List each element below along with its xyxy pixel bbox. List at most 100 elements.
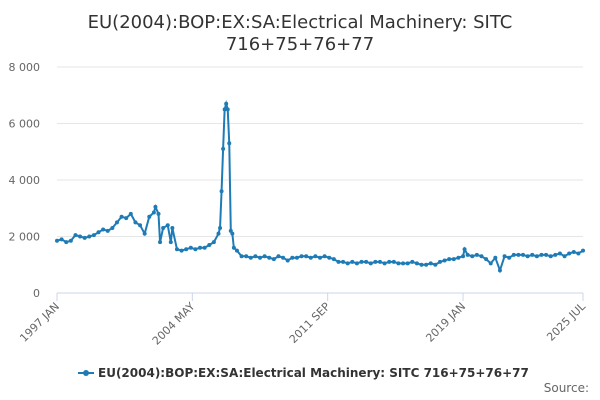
point xyxy=(156,211,161,216)
point xyxy=(281,255,286,260)
point xyxy=(231,245,236,250)
point xyxy=(433,262,438,267)
point xyxy=(59,237,64,242)
point xyxy=(576,251,581,256)
point xyxy=(562,254,567,259)
point xyxy=(377,259,382,264)
point xyxy=(391,259,396,264)
point xyxy=(128,211,133,216)
x-tick-label: 2019 JAN xyxy=(423,300,468,345)
legend-marker xyxy=(83,370,89,376)
point xyxy=(147,214,152,219)
point xyxy=(258,255,263,260)
point xyxy=(553,252,558,257)
point xyxy=(68,238,73,243)
point xyxy=(350,259,355,264)
point xyxy=(91,233,96,238)
point xyxy=(345,261,350,266)
point xyxy=(447,257,452,262)
point xyxy=(336,259,341,264)
x-tick-label: 2011 SEP xyxy=(287,300,333,346)
point xyxy=(488,261,493,266)
source: Source: xyxy=(544,381,589,395)
point xyxy=(304,254,309,259)
point xyxy=(405,261,410,266)
point xyxy=(437,259,442,264)
point xyxy=(318,255,322,260)
point xyxy=(114,220,119,225)
point xyxy=(253,254,258,259)
point xyxy=(218,226,223,231)
point xyxy=(456,255,461,260)
point xyxy=(462,247,467,252)
point xyxy=(219,189,224,194)
point xyxy=(248,255,253,260)
point xyxy=(299,254,304,259)
point xyxy=(327,255,332,260)
point xyxy=(224,101,229,106)
point xyxy=(461,254,466,259)
point xyxy=(110,226,115,231)
point xyxy=(396,261,401,266)
point xyxy=(207,242,212,247)
x-tick-label: 2025 JUL xyxy=(544,299,588,343)
point xyxy=(530,252,535,257)
point xyxy=(96,230,101,235)
y-tick-label: 4 000 xyxy=(9,174,41,187)
point xyxy=(290,255,295,260)
point xyxy=(484,257,489,262)
point xyxy=(198,245,203,250)
point xyxy=(158,240,163,245)
point xyxy=(78,234,83,239)
point xyxy=(239,254,244,259)
point xyxy=(373,259,378,264)
point xyxy=(313,254,318,259)
point xyxy=(105,228,110,233)
point xyxy=(497,268,502,273)
point xyxy=(230,231,235,236)
point xyxy=(507,255,512,260)
x-tick-label: 2004 MAY xyxy=(150,300,198,348)
point xyxy=(308,255,313,260)
point xyxy=(165,223,170,228)
point xyxy=(387,259,392,264)
point xyxy=(174,247,179,252)
point xyxy=(276,254,281,259)
point xyxy=(216,231,221,236)
point xyxy=(410,259,415,264)
x-tick-label: 1997 JAN xyxy=(17,300,62,345)
point xyxy=(124,216,129,221)
point xyxy=(401,261,406,266)
point xyxy=(368,261,373,266)
point xyxy=(225,107,230,112)
point xyxy=(331,257,336,262)
point xyxy=(534,254,539,259)
point xyxy=(82,235,87,240)
point xyxy=(193,247,198,252)
point xyxy=(442,258,447,263)
point xyxy=(493,255,498,260)
point xyxy=(581,248,585,253)
point xyxy=(142,231,147,236)
point xyxy=(64,240,69,245)
point xyxy=(465,252,470,257)
point xyxy=(359,259,364,264)
point xyxy=(202,245,207,250)
point xyxy=(168,240,173,245)
point xyxy=(179,248,184,253)
point xyxy=(571,250,576,255)
point xyxy=(557,251,562,256)
point xyxy=(151,210,156,215)
y-tick-label: 0 xyxy=(33,287,40,300)
point xyxy=(502,254,507,259)
y-tick-label: 6 000 xyxy=(9,118,41,131)
point xyxy=(170,226,175,231)
point xyxy=(221,146,226,151)
point xyxy=(544,252,549,257)
point xyxy=(516,252,521,257)
legend-label: EU(2004):BOP:EX:SA:Electrical Machinery:… xyxy=(98,366,529,380)
chart-title: EU(2004):BOP:EX:SA:Electrical Machinery:… xyxy=(88,12,513,55)
point xyxy=(525,254,530,259)
point xyxy=(285,258,290,263)
